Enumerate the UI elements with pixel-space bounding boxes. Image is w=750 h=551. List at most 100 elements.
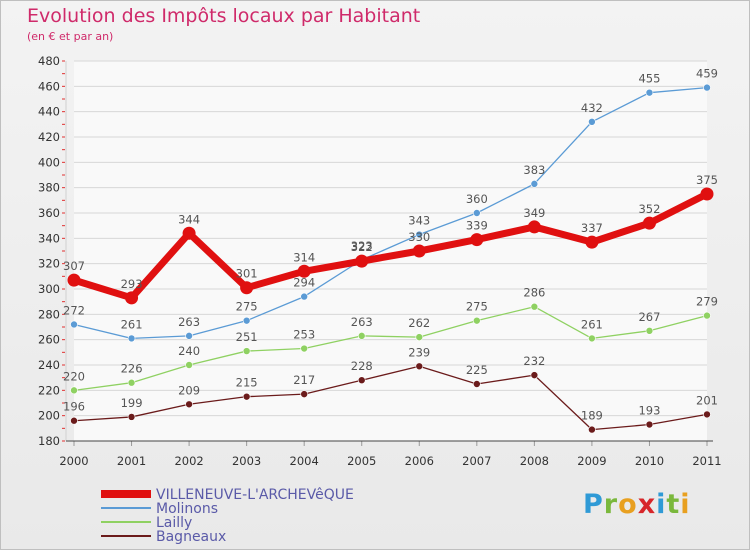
data-label: 201	[696, 393, 718, 407]
data-point	[185, 332, 193, 340]
data-label: 239	[408, 345, 430, 359]
data-label: 314	[293, 250, 315, 264]
data-point	[645, 420, 654, 429]
data-label: 240	[178, 344, 200, 358]
data-point	[703, 83, 711, 92]
y-tick-label: 420	[38, 130, 60, 144]
data-point	[297, 264, 311, 278]
data-label: 275	[236, 300, 258, 314]
data-label: 337	[581, 221, 603, 235]
data-point	[127, 378, 136, 387]
data-label: 322	[351, 240, 373, 254]
data-label: 455	[638, 72, 660, 86]
data-label: 286	[523, 286, 545, 300]
data-point	[412, 244, 426, 258]
data-label: 275	[466, 300, 488, 314]
x-tick-label: 2011	[692, 454, 721, 468]
legend-label: Bagneaux	[156, 529, 226, 545]
data-point	[473, 316, 481, 325]
logo-letter: r	[603, 489, 619, 520]
data-label: 279	[696, 295, 718, 309]
data-label: 199	[121, 396, 143, 410]
y-tick-label: 280	[38, 307, 60, 321]
data-label: 375	[696, 173, 718, 187]
data-point	[588, 118, 596, 126]
legend-label: Molinons	[156, 501, 218, 517]
data-label: 344	[178, 212, 200, 226]
x-tick-label: 2002	[174, 454, 203, 468]
data-point	[127, 334, 136, 343]
x-tick-label: 2006	[405, 454, 434, 468]
data-point	[300, 344, 308, 353]
data-label: 228	[351, 359, 373, 373]
data-point	[185, 400, 193, 409]
data-point	[415, 230, 424, 239]
data-label: 209	[178, 383, 200, 397]
data-point	[242, 316, 251, 325]
data-label: 196	[63, 400, 85, 414]
data-point	[300, 390, 308, 398]
data-label: 459	[696, 67, 718, 81]
logo-letter: P	[583, 489, 604, 520]
x-tick-label: 2010	[635, 454, 664, 468]
data-point	[470, 233, 484, 247]
data-point	[588, 425, 596, 434]
data-point	[700, 187, 714, 201]
data-point	[530, 180, 539, 188]
data-label: 339	[466, 219, 488, 233]
data-point	[642, 216, 656, 230]
data-label: 261	[581, 317, 603, 331]
data-point	[415, 333, 424, 341]
data-point	[242, 347, 251, 355]
data-label: 217	[293, 373, 315, 387]
y-tick-label: 360	[38, 206, 60, 220]
data-label: 251	[236, 330, 258, 344]
data-label: 232	[523, 354, 545, 368]
data-label: 189	[581, 409, 603, 423]
data-point	[70, 386, 78, 395]
data-point	[703, 311, 711, 320]
data-point	[527, 220, 541, 234]
y-tick-label: 340	[38, 231, 60, 245]
data-label: 349	[523, 206, 545, 220]
data-point	[67, 273, 81, 287]
y-tick-label: 480	[38, 54, 60, 68]
data-point	[645, 88, 654, 97]
data-label: 294	[293, 276, 315, 290]
data-point	[415, 362, 424, 371]
data-point	[357, 332, 366, 340]
data-label: 432	[581, 101, 603, 115]
data-label: 343	[408, 214, 430, 228]
data-label: 225	[466, 363, 488, 377]
y-tick-label: 300	[38, 282, 60, 296]
data-point	[185, 361, 193, 369]
chart-subtitle: (en € et par an)	[27, 30, 114, 43]
data-point	[530, 302, 539, 311]
y-tick-label: 220	[38, 383, 60, 397]
data-label: 262	[408, 316, 430, 330]
y-tick-label: 440	[38, 105, 60, 119]
x-tick-label: 2001	[117, 454, 146, 468]
data-point	[70, 416, 78, 425]
y-tick-label: 240	[38, 358, 60, 372]
data-label: 293	[121, 277, 143, 291]
logo-letter: i	[680, 489, 691, 520]
series-line-1	[73, 86, 708, 340]
y-tick-label: 380	[38, 181, 60, 195]
y-tick-label: 460	[38, 79, 60, 93]
data-label: 301	[236, 267, 258, 281]
data-point	[127, 413, 136, 421]
data-label: 253	[293, 328, 315, 342]
data-point	[588, 334, 596, 343]
y-tick-label: 180	[38, 434, 60, 448]
series-line-3	[73, 365, 708, 431]
series-line-0	[70, 190, 711, 302]
plot-area	[74, 61, 707, 441]
data-point	[70, 320, 78, 329]
data-label: 330	[408, 230, 430, 244]
x-tick-label: 2009	[577, 454, 606, 468]
logo-letter: i	[656, 489, 667, 520]
data-point	[242, 392, 251, 401]
